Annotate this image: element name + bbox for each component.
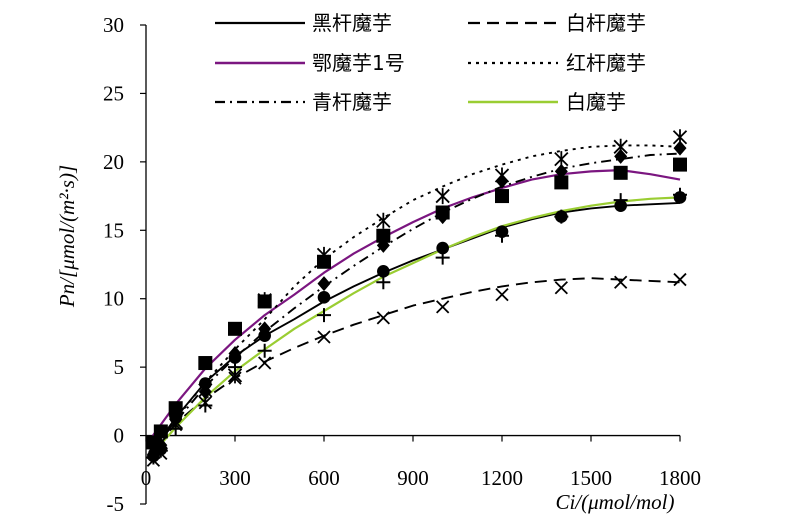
data-point-series-6 xyxy=(153,443,168,458)
data-point-series-6 xyxy=(228,360,242,375)
data-point-series-3 xyxy=(554,175,569,190)
data-point-series-6 xyxy=(613,193,628,208)
series-line-3 xyxy=(148,169,681,442)
data-point-series-4 xyxy=(376,212,391,229)
x-tick-label: 0 xyxy=(141,466,152,490)
data-point-series-5 xyxy=(169,407,183,423)
data-point-series-5 xyxy=(317,276,331,292)
data-point-series-2 xyxy=(614,275,628,289)
x-tick-label: 300 xyxy=(219,466,251,490)
data-point-series-2 xyxy=(258,356,272,370)
data-point-series-3 xyxy=(673,157,687,172)
data-point-series-3 xyxy=(228,321,242,336)
data-point-series-1 xyxy=(317,291,331,304)
data-point-series-5 xyxy=(495,173,509,189)
data-point-series-6 xyxy=(376,275,391,290)
y-tick-label: -5 xyxy=(107,492,125,516)
data-point-series-3 xyxy=(376,228,391,243)
legend-label-4: 红杆魔芋 xyxy=(566,51,646,75)
data-point-series-1 xyxy=(377,265,390,278)
data-point-series-6 xyxy=(495,228,509,243)
data-point-series-2 xyxy=(554,281,568,295)
data-point-series-6 xyxy=(168,421,183,436)
data-point-series-1 xyxy=(436,241,449,255)
legend-label-6: 白魔芋 xyxy=(566,90,626,114)
legend-label-5: 青杆魔芋 xyxy=(312,90,392,114)
x-tick-label: 1200 xyxy=(481,466,523,490)
series-line-4 xyxy=(148,144,681,453)
data-point-series-6 xyxy=(198,398,213,413)
x-tick-label: 1500 xyxy=(570,466,612,490)
y-tick-label: 15 xyxy=(103,218,124,242)
data-point-series-6 xyxy=(554,209,569,224)
data-point-series-2 xyxy=(376,311,390,325)
y-tick-label: 0 xyxy=(114,424,125,448)
y-axis-title: Pn/[μmol/(m²·s)] xyxy=(55,165,79,308)
x-tick-label: 1800 xyxy=(659,466,701,490)
data-point-series-4 xyxy=(435,188,450,205)
data-point-series-6 xyxy=(673,187,687,202)
data-point-series-5 xyxy=(436,209,450,225)
data-point-series-3 xyxy=(198,356,213,371)
x-axis-title: Ci/(μmol/mol) xyxy=(555,490,674,514)
data-point-series-6 xyxy=(146,450,161,465)
data-markers xyxy=(146,129,688,467)
data-point-series-3 xyxy=(613,165,628,180)
data-point-series-2 xyxy=(317,330,331,344)
data-point-series-4 xyxy=(316,246,332,263)
data-point-series-5 xyxy=(673,140,687,156)
x-tick-label: 900 xyxy=(397,466,429,490)
data-point-series-5 xyxy=(376,237,390,253)
data-point-series-4 xyxy=(257,292,272,309)
y-tick-label: 10 xyxy=(103,287,124,311)
y-tick-label: 20 xyxy=(103,150,124,174)
data-point-series-2 xyxy=(495,287,509,302)
data-point-series-5 xyxy=(258,321,272,337)
data-point-series-3 xyxy=(495,189,509,204)
data-point-series-5 xyxy=(228,345,242,361)
y-tick-label: 25 xyxy=(103,81,124,105)
data-point-series-6 xyxy=(317,308,331,323)
data-point-series-2 xyxy=(436,300,450,314)
data-point-series-5 xyxy=(198,384,212,400)
data-point-series-2 xyxy=(673,272,687,287)
data-point-series-5 xyxy=(614,148,628,164)
data-point-series-5 xyxy=(554,163,568,179)
data-point-series-6 xyxy=(257,343,272,358)
y-tick-label: 30 xyxy=(103,13,124,37)
fitted-curves xyxy=(148,144,681,461)
legend-label-1: 黑杆魔芋 xyxy=(312,11,392,35)
x-tick-label: 600 xyxy=(308,466,340,490)
y-tick-label: 5 xyxy=(114,355,125,379)
legend-label-2: 白杆魔芋 xyxy=(566,11,646,35)
legend-label-3: 鄂魔芋1号 xyxy=(312,51,405,75)
data-point-series-6 xyxy=(435,250,450,265)
data-point-series-3 xyxy=(153,424,168,439)
